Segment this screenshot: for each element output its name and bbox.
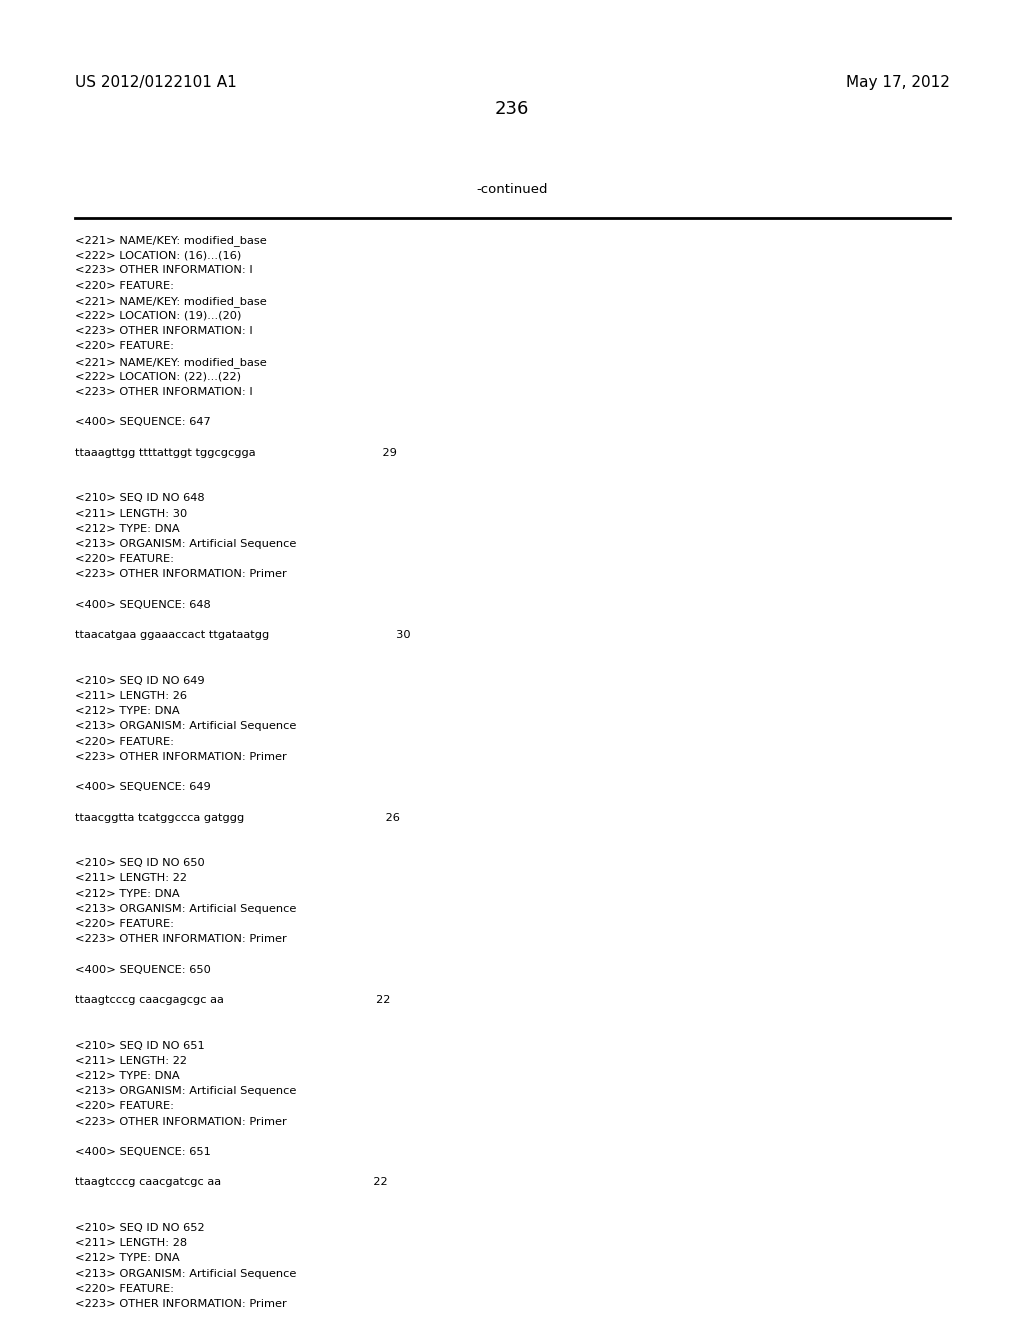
- Text: -continued: -continued: [476, 183, 548, 195]
- Text: May 17, 2012: May 17, 2012: [846, 75, 950, 90]
- Text: <221> NAME/KEY: modified_base: <221> NAME/KEY: modified_base: [75, 356, 266, 367]
- Text: 236: 236: [495, 100, 529, 117]
- Text: <222> LOCATION: (19)...(20): <222> LOCATION: (19)...(20): [75, 312, 242, 321]
- Text: <400> SEQUENCE: 647: <400> SEQUENCE: 647: [75, 417, 211, 428]
- Text: <220> FEATURE:: <220> FEATURE:: [75, 1101, 174, 1111]
- Text: <213> ORGANISM: Artificial Sequence: <213> ORGANISM: Artificial Sequence: [75, 1086, 296, 1096]
- Text: <211> LENGTH: 22: <211> LENGTH: 22: [75, 874, 187, 883]
- Text: <220> FEATURE:: <220> FEATURE:: [75, 737, 174, 747]
- Text: <210> SEQ ID NO 648: <210> SEQ ID NO 648: [75, 494, 205, 503]
- Text: ttaaagttgg ttttattggt tggcgcgga                                   29: ttaaagttgg ttttattggt tggcgcgga 29: [75, 447, 397, 458]
- Text: <210> SEQ ID NO 650: <210> SEQ ID NO 650: [75, 858, 205, 869]
- Text: ttaacggtta tcatggccca gatggg                                       26: ttaacggtta tcatggccca gatggg 26: [75, 813, 400, 822]
- Text: <223> OTHER INFORMATION: I: <223> OTHER INFORMATION: I: [75, 326, 253, 337]
- Text: <212> TYPE: DNA: <212> TYPE: DNA: [75, 1071, 179, 1081]
- Text: <211> LENGTH: 28: <211> LENGTH: 28: [75, 1238, 187, 1249]
- Text: US 2012/0122101 A1: US 2012/0122101 A1: [75, 75, 237, 90]
- Text: <221> NAME/KEY: modified_base: <221> NAME/KEY: modified_base: [75, 296, 266, 306]
- Text: <223> OTHER INFORMATION: I: <223> OTHER INFORMATION: I: [75, 387, 253, 397]
- Text: <223> OTHER INFORMATION: Primer: <223> OTHER INFORMATION: Primer: [75, 569, 287, 579]
- Text: <210> SEQ ID NO 651: <210> SEQ ID NO 651: [75, 1040, 205, 1051]
- Text: <210> SEQ ID NO 649: <210> SEQ ID NO 649: [75, 676, 205, 686]
- Text: <223> OTHER INFORMATION: Primer: <223> OTHER INFORMATION: Primer: [75, 752, 287, 762]
- Text: <213> ORGANISM: Artificial Sequence: <213> ORGANISM: Artificial Sequence: [75, 539, 296, 549]
- Text: <211> LENGTH: 30: <211> LENGTH: 30: [75, 508, 187, 519]
- Text: <220> FEATURE:: <220> FEATURE:: [75, 554, 174, 564]
- Text: <400> SEQUENCE: 649: <400> SEQUENCE: 649: [75, 783, 211, 792]
- Text: <220> FEATURE:: <220> FEATURE:: [75, 1284, 174, 1294]
- Text: <220> FEATURE:: <220> FEATURE:: [75, 342, 174, 351]
- Text: <400> SEQUENCE: 648: <400> SEQUENCE: 648: [75, 599, 211, 610]
- Text: ttaagtcccg caacgagcgc aa                                          22: ttaagtcccg caacgagcgc aa 22: [75, 995, 390, 1005]
- Text: <222> LOCATION: (22)...(22): <222> LOCATION: (22)...(22): [75, 372, 241, 381]
- Text: ttaacatgaa ggaaaccact ttgataatgg                                   30: ttaacatgaa ggaaaccact ttgataatgg 30: [75, 630, 411, 640]
- Text: ttaagtcccg caacgatcgc aa                                          22: ttaagtcccg caacgatcgc aa 22: [75, 1177, 388, 1188]
- Text: <223> OTHER INFORMATION: Primer: <223> OTHER INFORMATION: Primer: [75, 1299, 287, 1309]
- Text: <212> TYPE: DNA: <212> TYPE: DNA: [75, 888, 179, 899]
- Text: <213> ORGANISM: Artificial Sequence: <213> ORGANISM: Artificial Sequence: [75, 1269, 296, 1279]
- Text: <400> SEQUENCE: 651: <400> SEQUENCE: 651: [75, 1147, 211, 1158]
- Text: <223> OTHER INFORMATION: Primer: <223> OTHER INFORMATION: Primer: [75, 935, 287, 944]
- Text: <211> LENGTH: 26: <211> LENGTH: 26: [75, 690, 187, 701]
- Text: <220> FEATURE:: <220> FEATURE:: [75, 281, 174, 290]
- Text: <222> LOCATION: (16)...(16): <222> LOCATION: (16)...(16): [75, 251, 242, 260]
- Text: <213> ORGANISM: Artificial Sequence: <213> ORGANISM: Artificial Sequence: [75, 904, 296, 913]
- Text: <210> SEQ ID NO 652: <210> SEQ ID NO 652: [75, 1224, 205, 1233]
- Text: <211> LENGTH: 22: <211> LENGTH: 22: [75, 1056, 187, 1065]
- Text: <400> SEQUENCE: 650: <400> SEQUENCE: 650: [75, 965, 211, 974]
- Text: <212> TYPE: DNA: <212> TYPE: DNA: [75, 706, 179, 717]
- Text: <212> TYPE: DNA: <212> TYPE: DNA: [75, 524, 179, 533]
- Text: <221> NAME/KEY: modified_base: <221> NAME/KEY: modified_base: [75, 235, 266, 246]
- Text: <223> OTHER INFORMATION: Primer: <223> OTHER INFORMATION: Primer: [75, 1117, 287, 1126]
- Text: <212> TYPE: DNA: <212> TYPE: DNA: [75, 1254, 179, 1263]
- Text: <220> FEATURE:: <220> FEATURE:: [75, 919, 174, 929]
- Text: <213> ORGANISM: Artificial Sequence: <213> ORGANISM: Artificial Sequence: [75, 722, 296, 731]
- Text: <223> OTHER INFORMATION: I: <223> OTHER INFORMATION: I: [75, 265, 253, 276]
